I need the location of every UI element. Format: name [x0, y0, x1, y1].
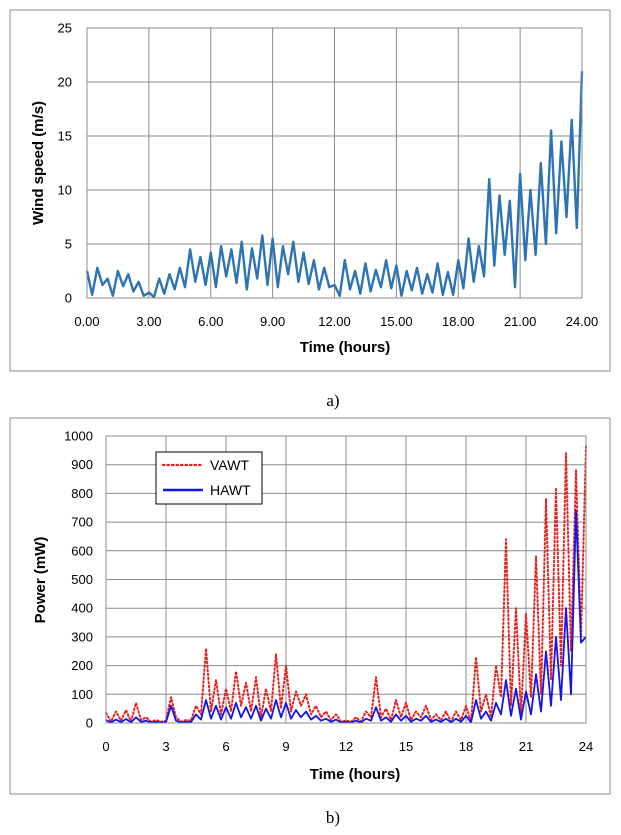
- x-tick-labels-b: 0 3 6 9 12 15 18 21 24: [102, 739, 593, 754]
- plot-area-a: [86, 27, 583, 299]
- x-tick-label-b-7: 21: [519, 739, 533, 754]
- y-tick-label-b-4: 400: [71, 601, 93, 616]
- x-tick-label-b-3: 9: [282, 739, 289, 754]
- x-tick-label-b-8: 24: [579, 739, 593, 754]
- series-group-b: [105, 443, 587, 724]
- y-tick-label-b-1: 100: [71, 687, 93, 702]
- x-tick-label-b-1: 3: [162, 739, 169, 754]
- x-tick-label-a-6: 18.00: [442, 314, 475, 329]
- legend-vawt-label: VAWT: [210, 457, 249, 473]
- x-tick-label-a-2: 6.00: [198, 314, 223, 329]
- series-line-b-hawt: [105, 509, 587, 724]
- y-tick-label-a-1: 5: [65, 237, 72, 252]
- legend-hawt-label: HAWT: [210, 482, 251, 498]
- x-tick-label-a-4: 12.00: [318, 314, 351, 329]
- y-tick-label-b-10: 1000: [64, 429, 93, 444]
- chart-frame-b: [9, 417, 611, 795]
- y-tick-label-b-8: 800: [71, 486, 93, 501]
- x-tick-labels-a: 0.00 3.00 6.00 9.00 12.00 15.00 18.00 21.00 24.0…: [74, 314, 598, 329]
- caption-a: a): [326, 391, 339, 410]
- y-tick-label-a-0: 0: [65, 291, 72, 306]
- wind-speed-chart: 0 5 10 15 20 25 0.00 3.00 6.00 9.00 12.00 15.00 18.…: [9, 9, 611, 372]
- x-tick-label-a-5: 15.00: [380, 314, 413, 329]
- y-axis-title-a: Wind speed (m/s): [30, 101, 47, 225]
- y-tick-label-a-2: 10: [58, 183, 72, 198]
- y-tick-label-a-5: 25: [58, 21, 72, 36]
- y-tick-label-a-3: 15: [58, 129, 72, 144]
- y-tick-labels-b: 0 100 200 300 400 500 600 700 800 900 1000: [64, 429, 93, 731]
- y-tick-label-a-4: 20: [58, 75, 72, 90]
- x-tick-label-a-0: 0.00: [74, 314, 99, 329]
- y-tick-label-b-2: 200: [71, 658, 93, 673]
- series-line-a-wind-speed: [85, 71, 584, 299]
- y-tick-label-b-9: 900: [71, 457, 93, 472]
- y-tick-labels-a: 0 5 10 15 20 25: [58, 21, 72, 306]
- x-axis-title-b: Time (hours): [310, 766, 401, 783]
- x-tick-label-a-1: 3.00: [136, 314, 161, 329]
- y-tick-label-b-0: 0: [86, 716, 93, 731]
- y-tick-label-b-5: 500: [71, 572, 93, 587]
- y-tick-label-b-3: 300: [71, 629, 93, 644]
- x-tick-label-b-5: 15: [399, 739, 413, 754]
- x-tick-label-b-2: 6: [222, 739, 229, 754]
- x-tick-label-b-0: 0: [102, 739, 109, 754]
- x-tick-label-a-7: 21.00: [504, 314, 537, 329]
- y-tick-label-b-6: 600: [71, 543, 93, 558]
- plot-area-b: [105, 435, 587, 724]
- legend-box: [155, 451, 263, 505]
- x-tick-label-a-3: 9.00: [260, 314, 285, 329]
- x-tick-label-a-8: 24.00: [566, 314, 599, 329]
- series-line-b-vawt: [105, 443, 587, 723]
- legend: VAWT HAWT: [155, 451, 263, 505]
- x-axis-title-a: Time (hours): [300, 339, 391, 356]
- power-chart: 0 100 200 300 400 500 600 700 800 900 1000 0 3 6 9 12 1…: [9, 417, 611, 795]
- x-tick-label-b-4: 12: [339, 739, 353, 754]
- caption-b: b): [326, 808, 340, 827]
- y-tick-label-b-7: 700: [71, 515, 93, 530]
- x-tick-label-b-6: 18: [459, 739, 473, 754]
- y-axis-title-b: Power (mW): [32, 537, 49, 624]
- series-group-a: [85, 71, 584, 299]
